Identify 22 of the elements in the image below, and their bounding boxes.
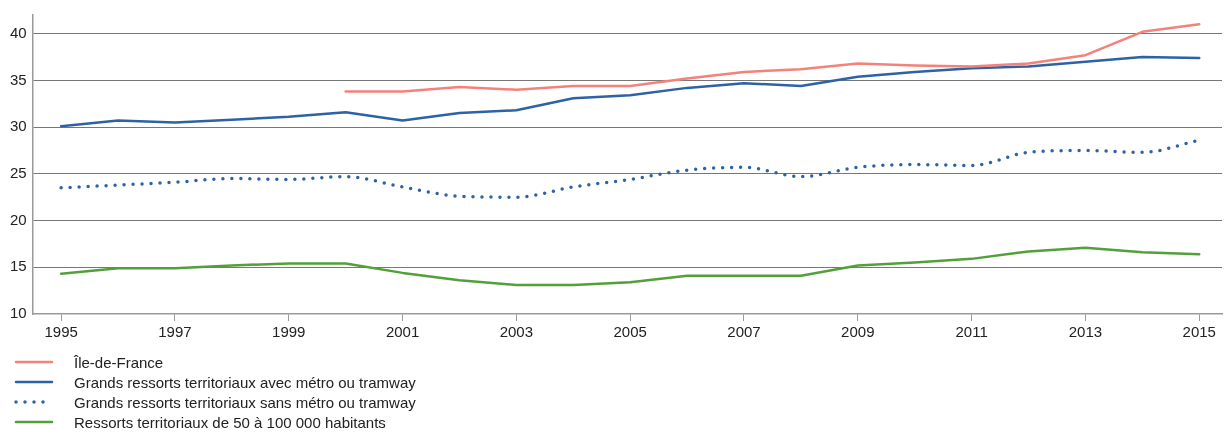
y-tick-label: 35 <box>10 70 27 88</box>
y-tick-label: 10 <box>10 304 27 322</box>
y-tick-label: 15 <box>10 257 27 275</box>
x-tick-label: 2011 <box>955 323 988 341</box>
legend-label: Île-de-France <box>74 353 164 371</box>
y-tick-label: 30 <box>10 117 27 135</box>
x-tick-label: 1999 <box>272 323 306 341</box>
x-tick-label: 2005 <box>613 323 647 341</box>
legend-label: Grands ressorts territoriaux avec métro ou tramway <box>74 373 416 391</box>
x-tick-label: 1995 <box>44 323 78 341</box>
x-tick-label: 2015 <box>1182 323 1216 341</box>
x-tick-label: 2001 <box>385 323 420 341</box>
y-tick-label: 40 <box>10 23 27 41</box>
x-tick-label: 2013 <box>1068 323 1103 341</box>
x-tick-label: 1997 <box>158 323 192 341</box>
y-tick-label: 25 <box>10 163 27 181</box>
legend-label: Ressorts territoriaux de 50 à 100 000 habitants <box>74 413 386 431</box>
x-tick-label: 2009 <box>841 323 875 341</box>
legend-label: Grands ressorts territoriaux sans métro ou tramway <box>74 393 416 411</box>
y-tick-label: 20 <box>10 210 27 228</box>
x-tick-label: 2007 <box>727 323 761 341</box>
x-tick-label: 2003 <box>499 323 534 341</box>
